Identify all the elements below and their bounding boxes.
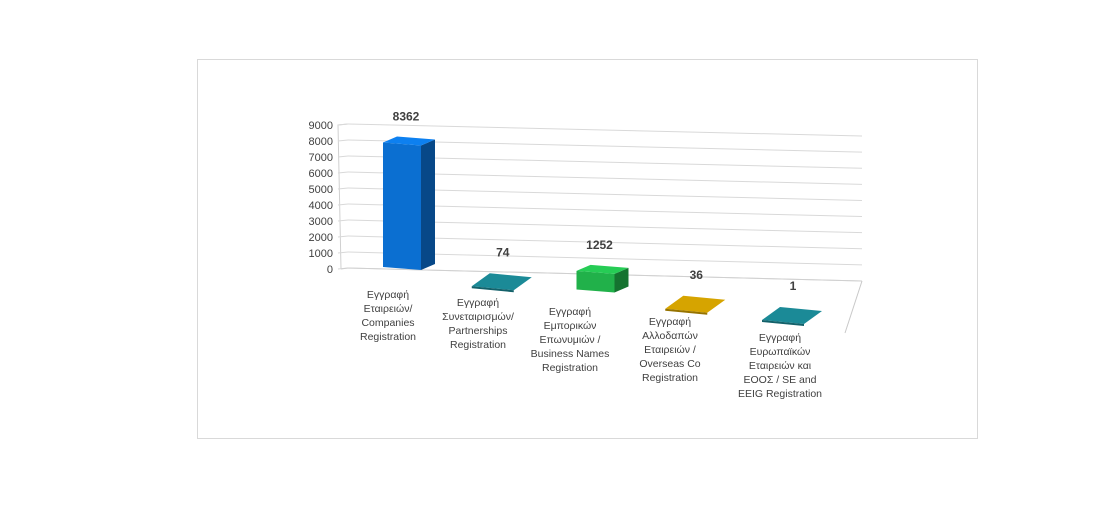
- side-gridline: [337, 219, 349, 222]
- y-tick-label: 8000: [309, 136, 333, 148]
- category-label-line: EEIG Registration: [738, 388, 822, 400]
- side-gridline: [337, 155, 349, 158]
- y-tick-label: 0: [327, 264, 333, 276]
- y-tick-label: 3000: [309, 216, 333, 228]
- side-wall-edge: [337, 123, 349, 270]
- bar-side: [421, 139, 435, 270]
- side-gridline: [337, 123, 349, 126]
- category-label-line: Εγγραφή: [367, 289, 409, 301]
- category-label-line: Εταιρειών /: [644, 344, 696, 356]
- category-label-line: Εταιρειών και: [749, 360, 812, 372]
- bar-flat-edge: [471, 286, 514, 293]
- category-label-line: Εγγραφή: [649, 316, 691, 328]
- side-gridline: [337, 235, 349, 238]
- category-label-line: Εγγραφή: [457, 297, 499, 309]
- category-label-line: Companies: [361, 317, 414, 329]
- data-label: 1: [790, 279, 797, 293]
- category-label-line: Εταιρειών/: [364, 303, 413, 315]
- bar-front: [383, 142, 421, 270]
- category-label-line: Registration: [642, 372, 698, 384]
- category-label-line: Συνεταιρισμών/: [442, 311, 514, 323]
- floor-back-edge: [340, 267, 863, 282]
- bar-flat-edge: [762, 320, 804, 326]
- side-gridline: [337, 251, 349, 254]
- bar-side: [614, 267, 629, 293]
- y-tick-label: 5000: [309, 184, 333, 196]
- data-label: 1252: [586, 238, 613, 252]
- side-gridline: [337, 139, 349, 142]
- category-label-line: Εμπορικών: [544, 320, 597, 332]
- category-label-line: Εγγραφή: [759, 332, 801, 344]
- gridline: [347, 123, 863, 137]
- category-label: Εγγραφή Εταιρειών/Companies Registration: [360, 289, 416, 343]
- bar-top: [576, 264, 629, 274]
- category-label-line: Registration: [450, 339, 506, 351]
- data-label: 74: [496, 245, 510, 259]
- category-label: Εγγραφή Ευρωπαϊκών Εταιρειών και ΕΟΟΣ / SE …: [738, 332, 822, 400]
- y-tick-label: 6000: [309, 168, 333, 180]
- category-label-line: Partnerships: [449, 325, 508, 337]
- category-label-line: Overseas Co: [639, 358, 700, 370]
- category-label: Εγγραφή Εμπορικών Επωνυμιών / Business Name…: [531, 306, 610, 374]
- bar-top: [383, 136, 435, 146]
- bar-flat: [471, 273, 532, 291]
- y-tick-label: 1000: [309, 248, 333, 260]
- side-gridline: [337, 171, 349, 174]
- bar-front: [576, 270, 615, 293]
- bar-flat-edge: [665, 308, 708, 315]
- category-label-line: Αλλοδαπών: [642, 330, 698, 342]
- bar-flat: [665, 295, 726, 313]
- y-tick-label: 2000: [309, 232, 333, 244]
- floor-right-edge: [844, 280, 863, 334]
- chart-frame: [197, 59, 978, 439]
- side-gridline: [337, 187, 349, 190]
- category-label: Εγγραφή Αλλοδαπών Εταιρειών / Overseas Co Re…: [639, 316, 700, 384]
- category-label-line: Εγγραφή: [549, 306, 591, 318]
- category-label-line: Business Names: [531, 348, 610, 360]
- category-label-line: Registration: [360, 331, 416, 343]
- category-label-line: ΕΟΟΣ / SE and: [743, 374, 816, 386]
- category-label-line: Ευρωπαϊκών: [750, 346, 811, 358]
- side-gridline: [337, 203, 349, 206]
- category-label-line: Registration: [542, 362, 598, 374]
- data-label: 8362: [393, 109, 420, 123]
- category-label: Εγγραφή Συνεταιρισμών/Partnerships Registr…: [442, 297, 514, 351]
- y-tick-label: 4000: [309, 200, 333, 212]
- y-tick-label: 7000: [309, 152, 333, 164]
- y-tick-label: 9000: [309, 120, 333, 132]
- bar-flat: [762, 307, 822, 324]
- data-label: 36: [690, 268, 704, 282]
- category-label-line: Επωνυμιών /: [540, 334, 601, 346]
